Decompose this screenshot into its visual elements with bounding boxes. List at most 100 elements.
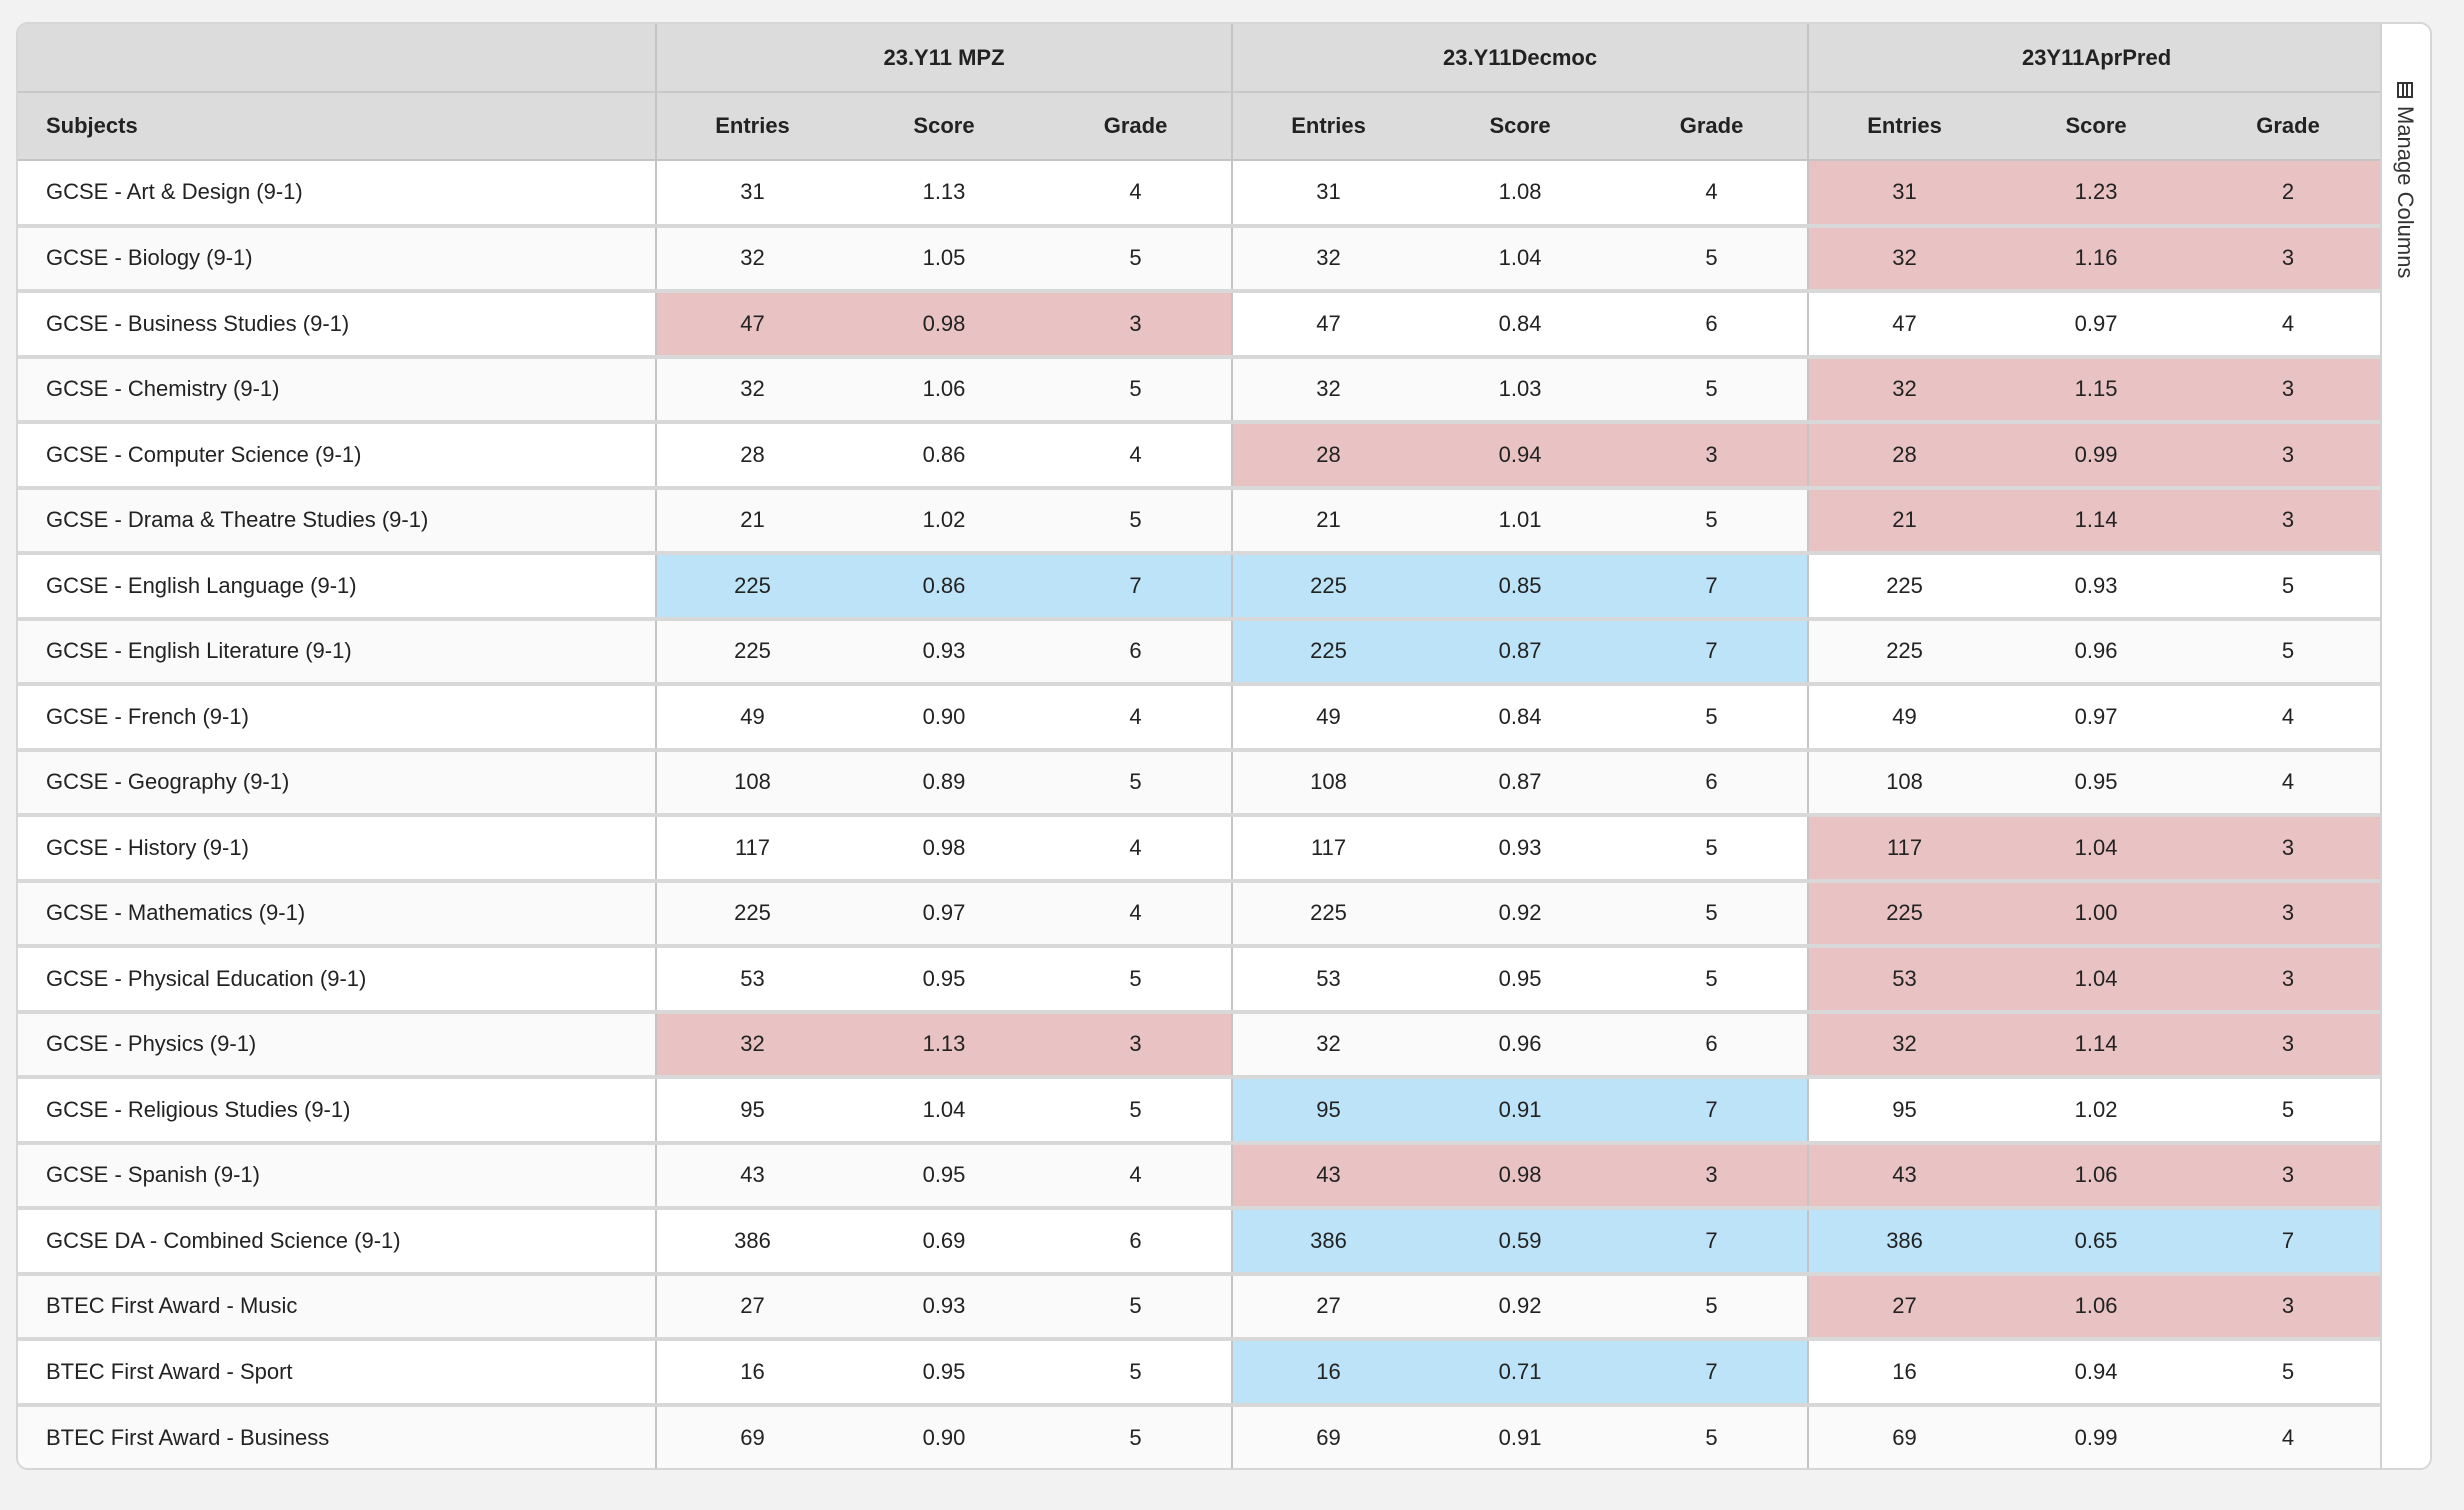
group-header[interactable]: 23.Y11 MPZ [654,24,1233,93]
table-row[interactable]: GCSE - Drama & Theatre Studies (9-1) 21 1.… [18,487,2384,555]
score-cell: 0.65 [2000,1208,2193,1276]
grade-cell: 4 [1040,160,1233,228]
score-column-header[interactable]: Score [848,92,1040,161]
grade-cell: 5 [1616,487,1809,555]
entries-cell: 31 [1807,160,2001,228]
entries-cell: 108 [1231,749,1425,817]
grade-cell: 3 [2192,422,2384,490]
grade-cell: 7 [1616,553,1809,621]
score-cell: 0.94 [1424,422,1617,490]
results-table-body: GCSE - Art & Design (9-1) 31 1.13 4 31 1.08 4 3… [18,160,2384,1468]
entries-cell: 43 [1807,1142,2001,1210]
entries-cell: 27 [1231,1273,1425,1341]
score-cell: 1.03 [1424,356,1617,424]
grade-cell: 5 [2192,1077,2384,1145]
entries-column-header[interactable]: Entries [1807,92,2001,161]
score-cell: 1.04 [848,1077,1040,1145]
score-cell: 1.00 [2000,880,2193,948]
grade-cell: 6 [1040,1208,1233,1276]
table-row[interactable]: GCSE - Biology (9-1) 32 1.05 5 32 1.04 5 32 1.16… [18,225,2384,293]
entries-cell: 69 [1231,1404,1425,1468]
entries-cell: 225 [655,880,848,948]
score-cell: 0.96 [1424,1011,1617,1079]
table-row[interactable]: GCSE - Computer Science (9-1) 28 0.86 4 28 0.… [18,422,2384,490]
grade-cell: 5 [1040,1077,1233,1145]
grade-cell: 3 [1040,1011,1233,1079]
table-row[interactable]: BTEC First Award - Business 69 0.90 5 69 0.91… [18,1404,2384,1468]
grade-column-header[interactable]: Grade [1040,92,1233,161]
entries-cell: 43 [1231,1142,1425,1210]
table-row[interactable]: GCSE - Business Studies (9-1) 47 0.98 3 47 0.… [18,291,2384,359]
score-cell: 0.91 [1424,1404,1617,1468]
subjects-column-header[interactable]: Subjects [18,92,656,161]
table-row[interactable]: BTEC First Award - Music 27 0.93 5 27 0.92 5 27… [18,1273,2384,1341]
entries-cell: 225 [655,618,848,686]
entries-cell: 32 [1231,356,1425,424]
grade-cell: 4 [1616,160,1809,228]
table-row[interactable]: GCSE - Physical Education (9-1) 53 0.95 5 53… [18,946,2384,1014]
grade-cell: 3 [1616,422,1809,490]
grade-cell: 3 [2192,487,2384,555]
entries-cell: 28 [655,422,848,490]
grade-cell: 5 [1040,946,1233,1014]
table-row[interactable]: GCSE - English Language (9-1) 225 0.86 7 225… [18,553,2384,621]
grade-cell: 6 [1616,749,1809,817]
score-cell: 0.87 [1424,749,1617,817]
grade-cell: 5 [2192,553,2384,621]
score-cell: 0.97 [848,880,1040,948]
table-row[interactable]: GCSE - History (9-1) 117 0.98 4 117 0.93 5 117 1… [18,815,2384,883]
grade-cell: 4 [1040,880,1233,948]
grade-cell: 7 [1616,1077,1809,1145]
group-header[interactable]: 23Y11AprPred [1807,24,2384,93]
score-cell: 0.95 [848,946,1040,1014]
score-cell: 0.94 [2000,1339,2193,1407]
entries-cell: 53 [1231,946,1425,1014]
manage-columns-label: Manage Columns [2393,106,2418,279]
score-cell: 0.98 [848,291,1040,359]
table-row[interactable]: GCSE - Geography (9-1) 108 0.89 5 108 0.87 6 10… [18,749,2384,817]
subject-cell: GCSE - Business Studies (9-1) [18,291,656,359]
table-row[interactable]: GCSE - Physics (9-1) 32 1.13 3 32 0.96 6 32 1.14… [18,1011,2384,1079]
score-cell: 1.06 [2000,1273,2193,1341]
grid-scroll-area[interactable]: 23.Y11 MPZ 23.Y11Decmoc 23Y11AprPred Sub… [18,24,2384,1468]
score-column-header[interactable]: Score [1424,92,1617,161]
grade-cell: 3 [2192,815,2384,883]
score-cell: 1.16 [2000,225,2193,293]
table-row[interactable]: GCSE - Religious Studies (9-1) 95 1.04 5 95 0… [18,1077,2384,1145]
grade-column-header[interactable]: Grade [2192,92,2384,161]
entries-column-header[interactable]: Entries [655,92,848,161]
grade-column-header[interactable]: Grade [1616,92,1809,161]
table-row[interactable]: GCSE - Chemistry (9-1) 32 1.06 5 32 1.03 5 32 1.… [18,356,2384,424]
columns-icon [2397,82,2413,98]
grade-cell: 7 [2192,1208,2384,1276]
subject-cell: BTEC First Award - Sport [18,1339,656,1407]
group-header-row: 23.Y11 MPZ 23.Y11Decmoc 23Y11AprPred [18,24,2384,93]
entries-cell: 49 [1231,684,1425,752]
side-tool-panel: Manage Columns [2380,24,2430,1468]
grade-cell: 7 [1616,1208,1809,1276]
grade-cell: 5 [1616,946,1809,1014]
entries-cell: 21 [655,487,848,555]
table-row[interactable]: BTEC First Award - Sport 16 0.95 5 16 0.71 7 16… [18,1339,2384,1407]
score-column-header[interactable]: Score [2000,92,2193,161]
grade-cell: 5 [1040,1273,1233,1341]
score-cell: 1.14 [2000,487,2193,555]
grade-cell: 3 [1040,291,1233,359]
score-cell: 0.90 [848,684,1040,752]
grade-cell: 7 [1616,1339,1809,1407]
score-cell: 0.90 [848,1404,1040,1468]
subject-cell: GCSE DA - Combined Science (9-1) [18,1208,656,1276]
grade-cell: 4 [1040,684,1233,752]
table-row[interactable]: GCSE - English Literature (9-1) 225 0.93 6 2… [18,618,2384,686]
manage-columns-button[interactable]: Manage Columns [2392,82,2418,278]
score-cell: 1.05 [848,225,1040,293]
entries-column-header[interactable]: Entries [1231,92,1425,161]
grade-cell: 5 [2192,618,2384,686]
table-row[interactable]: GCSE - Art & Design (9-1) 31 1.13 4 31 1.08 4 3… [18,160,2384,228]
table-row[interactable]: GCSE - Mathematics (9-1) 225 0.97 4 225 0.92 5… [18,880,2384,948]
table-row[interactable]: GCSE DA - Combined Science (9-1) 386 0.69 6… [18,1208,2384,1276]
table-row[interactable]: GCSE - Spanish (9-1) 43 0.95 4 43 0.98 3 43 1.06… [18,1142,2384,1210]
score-cell: 0.89 [848,749,1040,817]
table-row[interactable]: GCSE - French (9-1) 49 0.90 4 49 0.84 5 49 0.97 4 [18,684,2384,752]
group-header[interactable]: 23.Y11Decmoc [1231,24,1809,93]
